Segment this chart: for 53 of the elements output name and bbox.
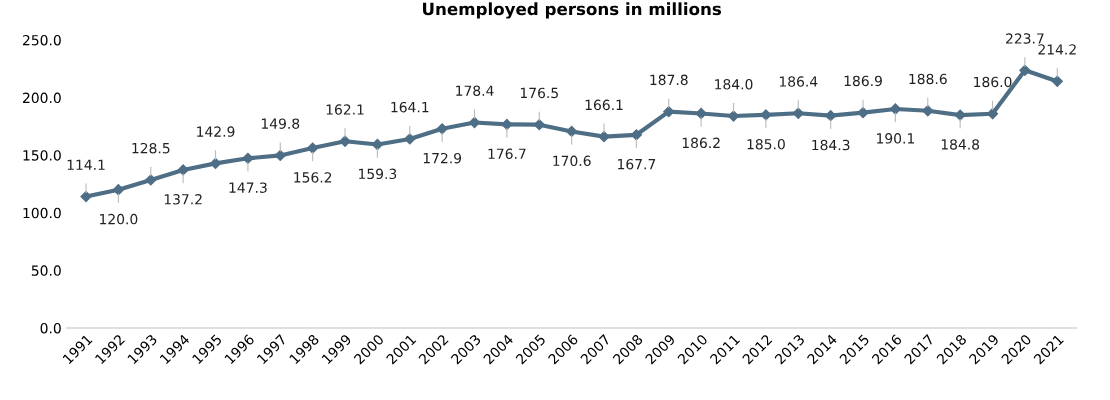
y-tick-label: 200.0 <box>23 92 61 104</box>
y-tick-label: 0.0 <box>40 322 61 334</box>
data-label: 184.8 <box>941 139 980 150</box>
data-label: 184.3 <box>812 139 850 151</box>
data-label: 223.7 <box>1006 33 1044 44</box>
y-tick-label: 250.0 <box>23 34 61 46</box>
point <box>307 142 319 154</box>
point <box>436 123 448 135</box>
data-label: 172.9 <box>423 152 462 164</box>
data-label: 142.9 <box>197 126 235 137</box>
data-label: 186.2 <box>682 137 720 149</box>
chart-title: Unemployed persons in millions <box>423 2 722 19</box>
data-label: 184.0 <box>715 79 753 90</box>
point <box>1019 64 1031 76</box>
point <box>1051 75 1063 87</box>
data-label: 120.0 <box>100 213 138 225</box>
data-label: 170.6 <box>553 155 591 167</box>
data-label: 188.6 <box>909 73 947 85</box>
data-label: 187.8 <box>650 74 688 86</box>
data-label: 156.2 <box>294 172 332 183</box>
point <box>404 133 416 145</box>
data-label: 137.2 <box>164 194 202 205</box>
data-label: 114.1 <box>67 159 105 170</box>
data-label: 159.3 <box>359 168 397 180</box>
point <box>339 135 351 147</box>
y-tick-label: 50.0 <box>31 265 61 276</box>
data-label: 178.4 <box>456 85 494 96</box>
point <box>209 157 222 169</box>
point <box>792 107 804 119</box>
point <box>112 184 125 196</box>
data-label: 128.5 <box>132 142 170 154</box>
point <box>922 105 934 117</box>
data-label: 186.0 <box>974 76 1012 88</box>
y-tick-label: 100.0 <box>23 207 61 219</box>
data-label: 167.7 <box>618 158 656 170</box>
data-label: 176.5 <box>520 87 558 99</box>
point <box>80 190 92 203</box>
data-label: 164.1 <box>391 101 429 113</box>
point <box>145 174 157 186</box>
data-label: 185.0 <box>747 138 785 150</box>
data-label: 162.1 <box>326 104 364 115</box>
point <box>598 131 610 143</box>
data-label: 186.4 <box>779 76 818 87</box>
data-label: 176.7 <box>488 148 526 160</box>
data-label: 190.1 <box>877 133 914 144</box>
point <box>566 125 578 138</box>
data-label: 186.9 <box>844 75 882 87</box>
data-label: 166.1 <box>585 99 623 111</box>
y-tick-label: 150.0 <box>23 150 61 161</box>
point <box>177 164 189 176</box>
data-label: 214.2 <box>1038 44 1076 55</box>
data-label: 149.8 <box>261 118 300 129</box>
data-label: 147.3 <box>229 182 267 193</box>
